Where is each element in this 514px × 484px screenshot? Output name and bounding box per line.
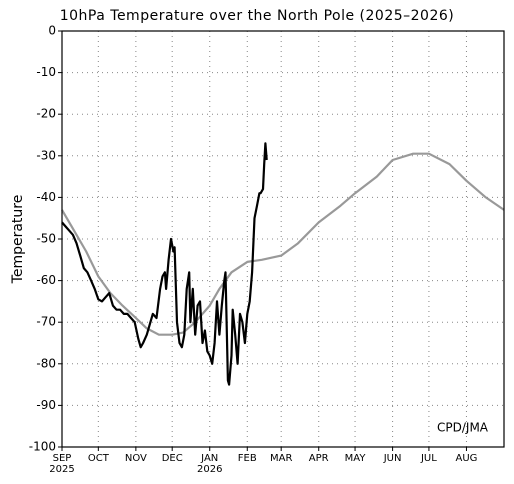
y-tick-label: -80 (36, 356, 56, 370)
y-tick-label: -50 (36, 232, 56, 246)
y-tick-label: 0 (48, 24, 56, 38)
y-tick-label: -60 (36, 273, 56, 287)
year-label: 2025 (49, 464, 74, 475)
y-axis-label: Temperature (10, 195, 26, 285)
x-tick-label: JUN (383, 453, 402, 464)
data-line (61, 142, 268, 386)
x-tick-label: FEB (238, 453, 257, 464)
y-tick-label: -90 (36, 398, 56, 412)
plot-frame (61, 30, 505, 448)
y-tick-label: -40 (36, 190, 56, 204)
x-tick-label: JAN (200, 453, 218, 464)
chart-title: 10hPa Temperature over the North Pole (2… (60, 8, 455, 24)
x-tick-label: SEP (53, 453, 72, 464)
year-label: 2026 (197, 464, 222, 475)
y-tick-label: -10 (36, 65, 56, 79)
annotation: CPD/JMA (437, 421, 489, 435)
data-line (61, 152, 505, 336)
y-tick-label: -100 (29, 440, 56, 454)
y-tick-label: -30 (36, 148, 56, 162)
x-tick-label: JUL (420, 453, 437, 464)
x-tick-label: OCT (88, 453, 110, 464)
x-tick-label: DEC (162, 453, 183, 464)
x-tick-label: AUG (455, 453, 477, 464)
y-tick-label: -20 (36, 107, 56, 121)
y-tick-label: -70 (36, 315, 56, 329)
x-tick-label: MAY (345, 453, 367, 464)
x-tick-label: APR (309, 453, 329, 464)
x-tick-label: MAR (270, 453, 292, 464)
x-tick-label: NOV (125, 453, 147, 464)
